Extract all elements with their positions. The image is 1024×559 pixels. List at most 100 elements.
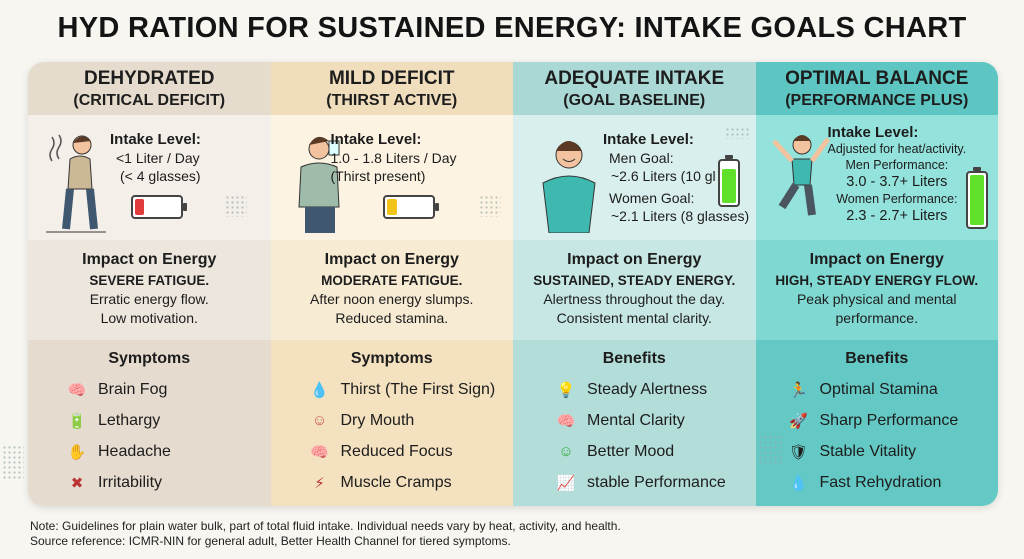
tired-person-icon	[46, 134, 106, 233]
lightbulb-icon: 💡	[556, 381, 576, 399]
drinking-person-icon	[297, 136, 340, 233]
column-optimal-balance: OPTIMAL BALANCE (PERFORMANCE PLUS) Intake…	[755, 62, 999, 506]
battery-high-icon	[718, 155, 740, 207]
impact-summary: HIGH, STEADY ENERGY FLOW.	[775, 273, 979, 288]
impact-line: Peak physical and mental	[796, 291, 957, 307]
item-label: Reduced Focus	[340, 442, 453, 460]
intake-value: <1 Liter / Day	[116, 150, 200, 166]
battery-low-icon	[382, 195, 439, 219]
intake-note: (< 4 glasses)	[120, 168, 201, 184]
intake-section: Intake Level: Adjusted for heat/activity.…	[755, 115, 998, 240]
item-label: Mental Clarity	[587, 411, 685, 429]
list-item: 💧 Fast Rehydration	[788, 467, 999, 498]
list-item: 🏃 Optimal Stamina	[788, 374, 999, 405]
list-item: 🧠 Reduced Focus	[309, 436, 514, 467]
women-performance-value: 2.3 - 2.7+ Liters	[846, 208, 948, 224]
growth-chart-icon: 📈	[556, 474, 576, 492]
men-goal-label: Men Goal:	[609, 150, 674, 166]
impact-summary: MODERATE FATIGUE.	[321, 273, 463, 288]
impact-summary: SEVERE FATIGUE.	[89, 273, 210, 288]
column-adequate-intake: ADEQUATE INTAKE (GOAL BASELINE) Intake Le…	[513, 62, 770, 506]
list-item: ☺ Dry Mouth	[309, 405, 514, 436]
item-label: Muscle Cramps	[340, 473, 452, 491]
column-subtitle: (CRITICAL DEFICIT)	[73, 92, 226, 109]
intake-label: Intake Level:	[330, 131, 422, 148]
hydration-chart: DEHYDRATED (CRITICAL DEFICIT) Intake Leve…	[28, 62, 998, 506]
impact-line: After noon energy slumps.	[310, 291, 474, 307]
intake-label: Intake Level:	[827, 124, 919, 141]
irritability-icon: ✖	[70, 474, 84, 492]
impact-section: Impact on Energy SEVERE FATIGUE. Erratic e…	[28, 240, 271, 340]
list-item: ✋ Headache	[66, 436, 271, 467]
column-subtitle: (GOAL BASELINE)	[563, 92, 706, 109]
impact-line: performance.	[835, 310, 918, 326]
rocket-icon: 🚀	[789, 412, 808, 430]
men-performance-value: 3.0 - 3.7+ Liters	[846, 174, 948, 190]
list-item: 🔋 Lethargy	[66, 405, 271, 436]
page-title: HYD RATION FOR SUSTAINED ENERGY: INTAKE …	[57, 12, 967, 44]
source-line: Source reference: ICMR-NIN for general a…	[30, 534, 511, 548]
intake-label: Intake Level:	[110, 131, 201, 148]
column-title: MILD DEFICIT	[328, 68, 455, 89]
item-label: Thirst (The First Sign)	[340, 380, 496, 398]
intake-section: Intake Level: Men Goal: ~2.6 Liters (10 gl…	[513, 115, 756, 240]
low-battery-icon: 🔋	[67, 412, 87, 430]
impact-line: Erratic energy flow.	[89, 291, 209, 307]
benefits-section: Benefits 💡 Steady Alertness 🧠 Mental Clari…	[513, 340, 756, 506]
list-item: ☺ Better Mood	[555, 436, 756, 467]
note-line: Note: Guidelines for plain water bulk, p…	[30, 519, 621, 533]
list-title: Benefits	[845, 350, 909, 367]
runner-icon: 🏃	[789, 381, 808, 399]
item-label: Better Mood	[587, 442, 675, 460]
column-subtitle: (THIRST ACTIVE)	[326, 92, 458, 109]
brain-icon: 🧠	[556, 412, 576, 430]
men-goal-value: ~2.6 Liters (10 gl	[611, 168, 716, 184]
list-item: 💡 Steady Alertness	[555, 374, 756, 405]
item-label: Steady Alertness	[587, 380, 708, 398]
benefits-section: Benefits 🏃 Optimal Stamina 🚀 Sharp Perform…	[755, 340, 999, 506]
item-label: Brain Fog	[98, 380, 168, 398]
intake-label: Intake Level:	[603, 131, 694, 148]
water-drop-icon: 💧	[310, 381, 329, 399]
column-header: OPTIMAL BALANCE (PERFORMANCE PLUS)	[755, 62, 998, 115]
impact-line: Consistent mental clarity.	[556, 310, 712, 326]
intake-section: Intake Level: <1 Liter / Day (< 4 glasses)	[28, 115, 271, 240]
shield-icon: 🛡	[788, 443, 809, 461]
women-goal-label: Women Goal:	[609, 190, 695, 206]
impact-section: Impact on Energy MODERATE FATIGUE. After n…	[270, 240, 513, 340]
list-item: 🛡 Stable Vitality	[788, 436, 999, 467]
intake-note: (Thirst present)	[330, 168, 426, 184]
item-label: Optimal Stamina	[819, 380, 938, 398]
item-label: Fast Rehydration	[819, 473, 942, 491]
column-title: OPTIMAL BALANCE	[785, 68, 969, 89]
column-header: MILD DEFICIT (THIRST ACTIVE)	[270, 62, 527, 115]
item-label: Lethargy	[98, 411, 161, 429]
list-title: Symptoms	[108, 350, 191, 367]
impact-section: Impact on Energy SUSTAINED, STEADY ENERGY…	[513, 240, 756, 340]
item-label: Stable Vitality	[819, 442, 917, 460]
women-goal-value: ~2.1 Liters (8 glasses)	[603, 207, 753, 225]
water-drop-icon: 💧	[789, 474, 808, 492]
battery-low-icon	[131, 195, 187, 219]
item-label: stable Performance	[587, 473, 726, 491]
item-label: Irritability	[98, 473, 163, 491]
column-header: ADEQUATE INTAKE (GOAL BASELINE)	[513, 62, 770, 115]
list-item: 🚀 Sharp Performance	[788, 405, 999, 436]
list-item: 💧 Thirst (The First Sign)	[309, 374, 514, 405]
list-item: 🧠 Mental Clarity	[555, 405, 756, 436]
intake-note: Adjusted for heat/activity.	[827, 142, 967, 156]
column-title: ADEQUATE INTAKE	[544, 68, 725, 89]
impact-title: Impact on Energy	[324, 251, 459, 268]
jumping-person-icon	[771, 135, 830, 216]
impact-title: Impact on Energy	[809, 251, 944, 268]
item-label: Dry Mouth	[340, 411, 415, 429]
impact-title: Impact on Energy	[567, 251, 702, 268]
symptoms-section: Symptoms 💧 Thirst (The First Sign) ☺ Dry M…	[270, 340, 514, 506]
column-subtitle: (PERFORMANCE PLUS)	[785, 92, 969, 109]
column-header: DEHYDRATED (CRITICAL DEFICIT)	[28, 62, 285, 115]
impact-line: Low motivation.	[100, 310, 198, 326]
men-performance-label: Men Performance:	[845, 158, 949, 172]
list-title: Benefits	[602, 350, 666, 367]
impact-title: Impact on Energy	[82, 251, 217, 268]
item-label: Headache	[98, 442, 171, 460]
